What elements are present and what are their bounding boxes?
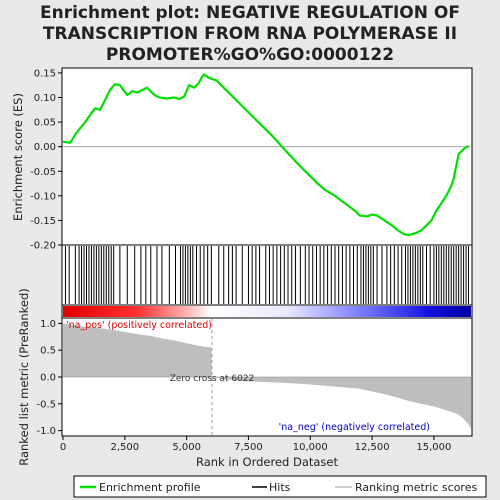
zero-cross-label: Zero cross at 6022	[170, 374, 255, 384]
ranking-metric-area	[63, 323, 471, 429]
hits-panel	[61, 244, 473, 306]
x-tick-label: 10,000	[293, 442, 328, 453]
x-tick-label: 15,000	[416, 442, 451, 453]
enrichment-profile-line	[62, 73, 470, 237]
legend-label-enrichment: Enrichment profile	[99, 481, 201, 494]
negative-correlation-label: 'na_neg' (negatively correlated)	[279, 422, 430, 433]
es-panel	[61, 67, 473, 246]
x-tick-label: 7,500	[234, 442, 263, 453]
es-y-tick-label: 0.10	[34, 93, 56, 104]
x-tick-label: 12,500	[355, 442, 390, 453]
ranking-y-tick-label: -0.5	[36, 399, 56, 410]
ranking-y-tick-label: -1.0	[36, 426, 56, 437]
es-y-tick-label: -0.05	[30, 167, 56, 178]
positive-correlation-label: 'na_pos' (positively correlated)	[66, 320, 212, 331]
ranking-y-tick-label: 1.0	[40, 319, 56, 330]
chart-title-line-3: PROMOTER%GO%GO:0000122	[105, 45, 395, 65]
es-y-tick-label: -0.15	[30, 216, 56, 227]
es-y-tick-label: 0.00	[34, 142, 56, 153]
chart-title-line-1: Enrichment plot: NEGATIVE REGULATION OF	[40, 3, 460, 23]
legend-label-hits: Hits	[269, 481, 291, 494]
legend-label-ranking: Ranking metric scores	[355, 481, 477, 494]
ranking-y-axis-label: Ranked list metric (PreRanked)	[17, 288, 31, 466]
x-tick-label: 0	[60, 442, 66, 453]
es-y-axis-label: Enrichment score (ES)	[11, 93, 25, 221]
ranking-y-tick-label: 0.5	[40, 346, 56, 357]
x-tick-label: 5,000	[172, 442, 201, 453]
chart-title-line-2: TRANSCRIPTION FROM RNA POLYMERASE II	[42, 24, 458, 44]
ranking-y-tick-label: 0.0	[40, 373, 56, 384]
legend-box	[73, 475, 487, 498]
es-y-tick-label: -0.20	[30, 241, 56, 252]
x-axis-label: Rank in Ordered Dataset	[196, 455, 339, 469]
es-y-tick-label: 0.05	[34, 118, 56, 129]
x-tick-label: 2,500	[110, 442, 139, 453]
rank-heatmap-bar	[63, 306, 471, 317]
es-y-tick-label: -0.10	[30, 191, 56, 202]
es-y-tick-label: 0.15	[34, 68, 56, 79]
